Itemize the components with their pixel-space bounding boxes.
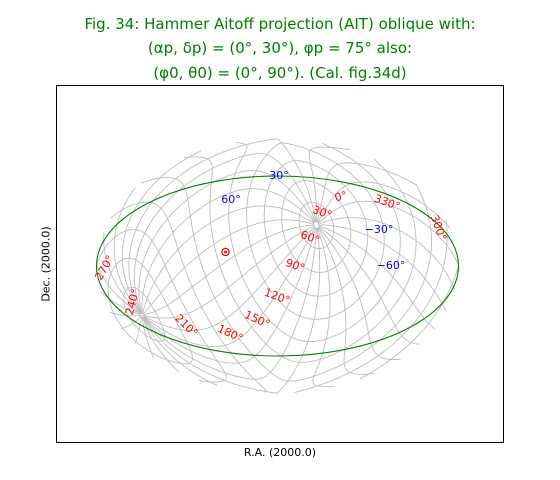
longitude-label: 120° (262, 286, 291, 307)
marker-symbol (221, 247, 230, 257)
meridian-line-11 (133, 153, 316, 314)
longitude-label: 90° (284, 256, 307, 275)
meridian-line-7 (142, 219, 315, 315)
chart-title-line-3: (φ0, θ0) = (0°, 90°). (Cal. fig.34d) (153, 64, 407, 82)
parallel-line-10 (298, 201, 335, 249)
x-axis-label: R.A. (2000.0) (243, 446, 317, 459)
meridian-line-10 (138, 170, 316, 314)
parallel-line-9 (281, 180, 352, 273)
meridian-line-9 (141, 188, 315, 314)
meridian-line-17 (99, 217, 455, 316)
longitude-label: 0° (333, 189, 348, 205)
meridian-line-12 (128, 138, 317, 314)
longitude-label: 30° (311, 203, 334, 222)
parallel-line-1 (107, 257, 193, 365)
parallel-line-2 (96, 229, 459, 383)
parallel-line-8 (263, 160, 369, 297)
longitude-label: 180° (215, 322, 245, 345)
latitude-label: −30° (365, 223, 394, 236)
latitude-label: 60° (221, 193, 241, 206)
meridian-line-16 (96, 200, 459, 315)
longitude-label: 210° (172, 312, 200, 340)
plot-frame (56, 85, 504, 443)
parallel-line-6 (228, 141, 401, 342)
meridian-line-23 (142, 227, 335, 388)
meridian-line-5 (143, 225, 315, 319)
longitude-label: 150° (242, 308, 272, 331)
chart-title-line-1: Fig. 34: Hammer Aitoff projection (AIT) … (84, 15, 476, 33)
meridian-line-2 (143, 227, 317, 364)
parallel-line-4 (140, 177, 432, 382)
meridian-line-13 (121, 146, 351, 314)
meridian-line-1 (143, 227, 317, 380)
meridian-line-22 (142, 227, 375, 375)
graticule (96, 138, 459, 394)
chart-title-line-2: (αp, δp) = (0°, 30°), φp = 75° also: (147, 39, 413, 57)
meridian-line-0 (142, 228, 321, 394)
meridian-line-20 (134, 226, 420, 345)
meridian-line-6 (142, 224, 315, 316)
parallel-line-0 (123, 286, 166, 342)
meridian-line-4 (143, 226, 316, 331)
longitude-label: 60° (299, 228, 322, 247)
latitude-label: −60° (377, 259, 406, 272)
meridian-line-8 (142, 205, 315, 315)
parallel-line-5 (183, 156, 417, 363)
latitude-label: 30° (269, 169, 289, 182)
meridian-line-19 (120, 225, 435, 330)
meridian-line-3 (143, 226, 316, 348)
projection-border (95, 175, 460, 357)
meridian-line-15 (103, 181, 452, 315)
meridian-line-14 (113, 162, 418, 314)
parallel-line-7 (246, 142, 385, 320)
y-axis-label: Dec. (2000.0) (39, 226, 53, 302)
longitude-label: 330° (372, 192, 401, 213)
